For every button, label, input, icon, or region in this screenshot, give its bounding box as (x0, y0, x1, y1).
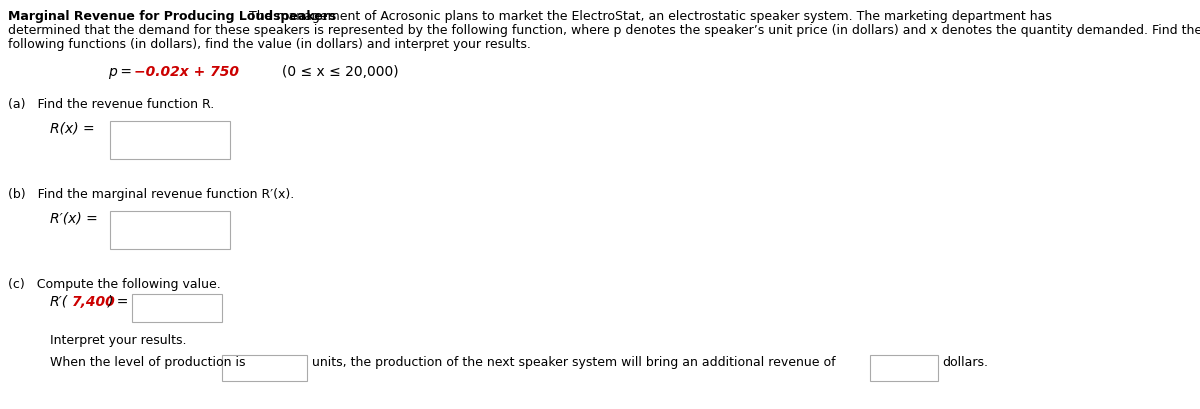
Bar (110, 122, 230, 160)
Text: dollars.: dollars. (942, 355, 988, 368)
Text: p: p (108, 65, 116, 79)
Text: R′(x) =: R′(x) = (50, 211, 97, 225)
Text: Marginal Revenue for Producing Loudspeakers The management of Acrosonic plans to: Marginal Revenue for Producing Loudspeak… (8, 10, 1105, 23)
Text: (b)   Find the marginal revenue function R′(x).: (b) Find the marginal revenue function R… (8, 188, 294, 200)
Text: Interpret your results.: Interpret your results. (50, 333, 186, 346)
Text: (c)   Compute the following value.: (c) Compute the following value. (8, 277, 221, 290)
Text: −0.02x + 750: −0.02x + 750 (134, 65, 239, 79)
Text: The management of Acrosonic plans to market the ElectroStat, an electrostatic sp: The management of Acrosonic plans to mar… (245, 10, 1052, 23)
Text: (a)   Find the revenue function R.: (a) Find the revenue function R. (8, 98, 215, 111)
Text: When the level of production is: When the level of production is (50, 355, 246, 368)
Text: 7,400: 7,400 (72, 294, 115, 308)
Text: ) =: ) = (108, 294, 130, 308)
Text: (0 ≤ x ≤ 20,000): (0 ≤ x ≤ 20,000) (260, 65, 398, 79)
Text: determined that the demand for these speakers is represented by the following fu: determined that the demand for these spe… (8, 24, 1200, 37)
Bar (870, 355, 938, 381)
Text: units, the production of the next speaker system will bring an additional revenu: units, the production of the next speake… (312, 355, 835, 368)
Text: =: = (116, 65, 137, 79)
Text: following functions (in dollars), find the value (in dollars) and interpret your: following functions (in dollars), find t… (8, 38, 530, 51)
Bar (222, 355, 307, 381)
Bar (110, 211, 230, 249)
Text: Marginal Revenue for Producing Loudspeakers: Marginal Revenue for Producing Loudspeak… (8, 10, 336, 23)
Bar (132, 294, 222, 322)
Text: R(x) =: R(x) = (50, 122, 95, 136)
Text: R′(: R′( (50, 294, 68, 308)
